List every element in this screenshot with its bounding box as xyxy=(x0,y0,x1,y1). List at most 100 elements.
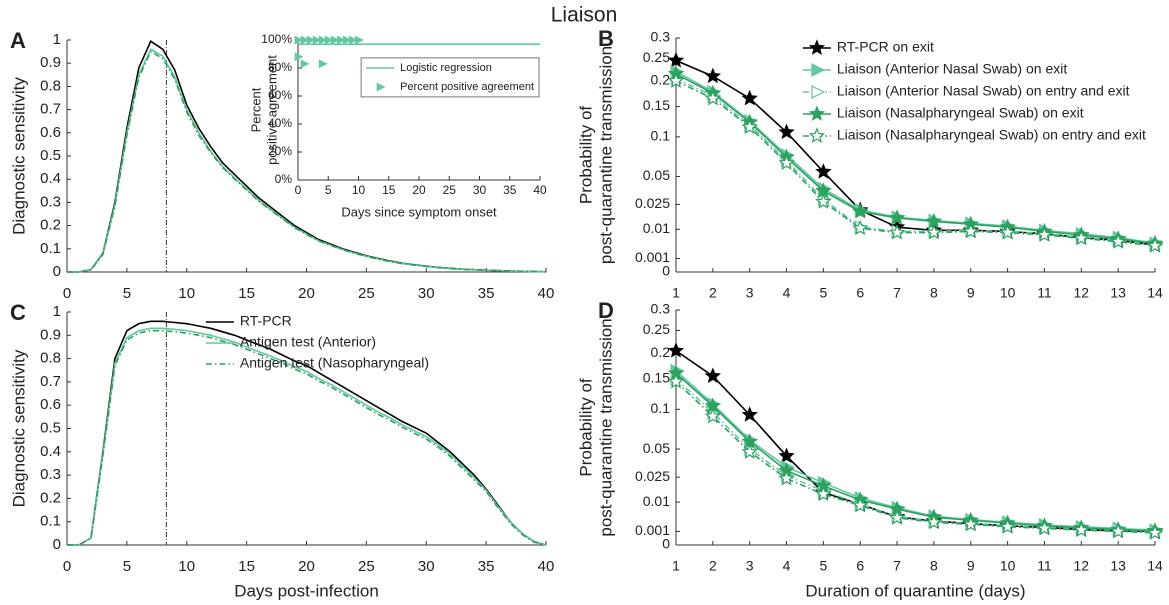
y-tick-label: 0.1 xyxy=(40,240,61,257)
y-tick-label: 0.8 xyxy=(40,350,61,367)
series-line xyxy=(67,50,547,273)
y-tick-label: 0.1 xyxy=(651,400,671,416)
y-tick-label: 0.4 xyxy=(40,443,61,460)
marker xyxy=(667,51,685,68)
marker xyxy=(704,67,721,84)
y-tick-label: 0.3 xyxy=(651,29,671,45)
figure-title: Liaison xyxy=(551,4,618,27)
x-tick-label: 35 xyxy=(478,285,495,302)
marker xyxy=(1073,229,1090,246)
marker xyxy=(318,59,328,69)
x-tick-label: 2 xyxy=(709,285,717,301)
marker xyxy=(1110,233,1127,249)
y-tick-label: 0 xyxy=(662,536,670,552)
legend-label: RT-PCR on exit xyxy=(837,39,934,55)
y-tick-label: 1 xyxy=(53,303,61,320)
marker xyxy=(349,35,358,45)
x-tick-label: 5 xyxy=(819,285,827,301)
marker xyxy=(999,224,1016,240)
x-tick-label: 35 xyxy=(478,558,495,575)
x-tick-label: 40 xyxy=(538,285,555,302)
y-tick-label: 0.5 xyxy=(40,419,61,436)
y-tick-label: 0.6 xyxy=(40,396,61,413)
x-tick-label: 2 xyxy=(709,558,717,574)
marker xyxy=(300,59,310,69)
marker xyxy=(355,35,364,45)
x-tick-label: 5 xyxy=(325,183,332,197)
y-axis-label: post-quarantine transmission xyxy=(596,318,615,536)
x-tick-label: 40 xyxy=(538,558,555,575)
marker xyxy=(778,447,795,463)
marker xyxy=(704,407,721,424)
legend: RT-PCR on exit Liaison (Anterior Nasal Sw… xyxy=(802,39,1146,143)
y-tick-label: 0.05 xyxy=(643,440,670,456)
y-axis-label: positive agreement xyxy=(264,55,279,165)
marker xyxy=(294,52,304,62)
x-tick-label: 10 xyxy=(1000,558,1016,574)
y-tick-label: 0.8 xyxy=(40,77,61,94)
marker xyxy=(294,35,304,45)
x-tick-label: 1 xyxy=(672,558,680,574)
x-tick-label: 0 xyxy=(63,558,71,575)
marker xyxy=(306,35,316,45)
legend-frame xyxy=(360,57,540,98)
y-tick-label: 0.001 xyxy=(635,522,670,538)
x-tick-label: 8 xyxy=(930,285,938,301)
marker xyxy=(312,35,322,45)
x-tick-label: 7 xyxy=(893,285,901,301)
x-tick-label: 25 xyxy=(443,183,457,197)
x-tick-label: 9 xyxy=(967,558,975,574)
x-axis-label: Days post-infection xyxy=(234,581,379,600)
marker xyxy=(1036,226,1053,242)
y-tick-label: 0.001 xyxy=(635,249,670,265)
y-tick-label: 0.1 xyxy=(40,513,61,530)
x-tick-label: 25 xyxy=(358,285,375,302)
marker xyxy=(704,89,721,106)
legend-label: Percent positive agreement xyxy=(400,81,534,93)
marker xyxy=(318,35,328,45)
marker xyxy=(925,224,943,240)
marker xyxy=(852,219,869,236)
x-tick-label: 12 xyxy=(1074,558,1090,574)
x-tick-label: 8 xyxy=(930,558,938,574)
x-tick-label: 15 xyxy=(238,558,255,575)
x-tick-label: 3 xyxy=(746,285,754,301)
y-tick-label: 60% xyxy=(268,88,292,102)
y-axis-label: Diagnostic sensitivity xyxy=(9,77,28,235)
y-tick-label: 0.4 xyxy=(40,170,61,187)
x-tick-label: 4 xyxy=(783,285,791,301)
series-line xyxy=(675,80,1156,247)
marker xyxy=(330,35,340,45)
series-line xyxy=(675,381,1156,534)
marker xyxy=(1073,521,1090,538)
legend-label: Liaison (Nasalpharyngeal Swab) on exit xyxy=(837,105,1084,121)
panel-letter: D xyxy=(598,298,614,323)
x-tick-label: 14 xyxy=(1147,285,1163,301)
y-tick-label: 80% xyxy=(268,60,292,74)
x-tick-label: 0 xyxy=(63,285,71,302)
x-tick-label: 13 xyxy=(1110,558,1126,574)
x-tick-label: 12 xyxy=(1074,285,1090,301)
panel: 0 5 10 15 20 25 30 35 4000.10.20.30.40.50.60.70.… xyxy=(9,28,554,302)
legend: Logistic regression Percent positive agre… xyxy=(360,57,540,98)
y-axis-label: post-quarantine transmission xyxy=(596,46,615,264)
x-tick-label: 20 xyxy=(298,285,315,302)
y-tick-label: 0.025 xyxy=(635,468,670,484)
marker xyxy=(999,518,1016,534)
y-tick-label: 0.9 xyxy=(40,54,61,71)
y-tick-label: 0.2 xyxy=(651,72,671,88)
marker xyxy=(888,209,906,225)
x-tick-label: 10 xyxy=(352,183,366,197)
legend-label: Logistic regression xyxy=(400,62,492,74)
marker xyxy=(1036,519,1053,536)
x-tick-label: 30 xyxy=(473,183,487,197)
y-tick-label: 0.01 xyxy=(643,493,670,509)
x-tick-label: 10 xyxy=(178,558,195,575)
marker xyxy=(336,35,346,45)
y-tick-label: 0 xyxy=(53,536,61,553)
marker xyxy=(808,127,826,143)
marker xyxy=(962,222,979,239)
x-tick-label: 6 xyxy=(856,285,864,301)
